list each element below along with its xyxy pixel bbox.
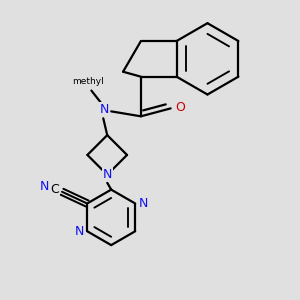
Text: N: N — [100, 103, 109, 116]
Text: N: N — [138, 197, 148, 210]
Text: N: N — [103, 168, 112, 181]
Text: methyl: methyl — [73, 77, 104, 86]
Text: N: N — [74, 225, 84, 238]
Text: C: C — [51, 183, 59, 196]
Text: N: N — [40, 180, 49, 193]
Text: O: O — [176, 101, 185, 114]
